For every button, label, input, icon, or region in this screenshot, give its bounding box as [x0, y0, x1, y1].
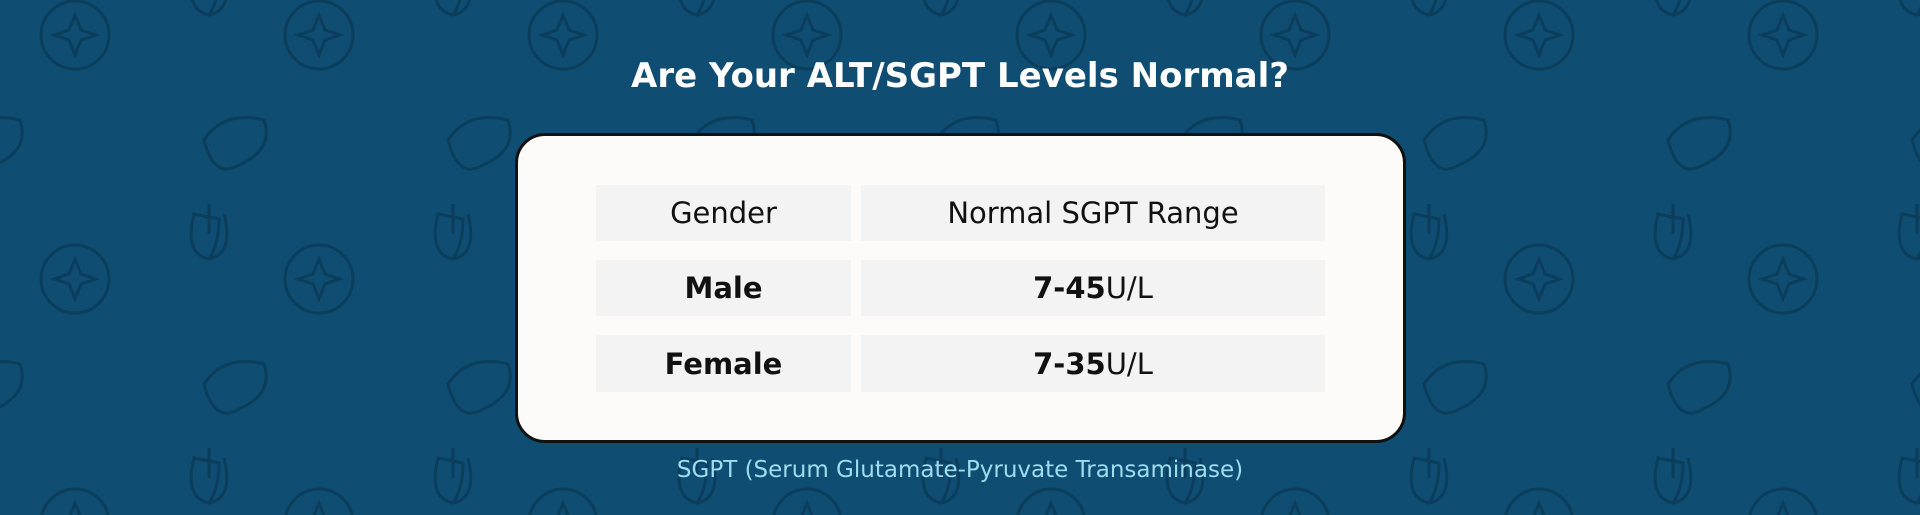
- footnote: SGPT (Serum Glutamate-Pyruvate Transamin…: [676, 457, 1244, 483]
- gender-cell: Female: [596, 335, 851, 392]
- range-cell: 7-35 U/L: [861, 335, 1325, 392]
- unit: U/L: [1105, 346, 1153, 381]
- range: 7-45: [1033, 271, 1106, 305]
- gender-cell: Male: [596, 260, 851, 316]
- gender: Male: [684, 271, 763, 305]
- title: Are Your ALT/SGPT Levels Normal?: [631, 56, 1289, 96]
- unit: U/L: [1105, 271, 1153, 305]
- gender: Female: [664, 346, 783, 381]
- range: 7-35: [1033, 346, 1106, 381]
- column-header: Gender: [596, 185, 851, 241]
- column-header: Normal SGPT Range: [861, 185, 1325, 241]
- range-cell: 7-45 U/L: [861, 260, 1325, 316]
